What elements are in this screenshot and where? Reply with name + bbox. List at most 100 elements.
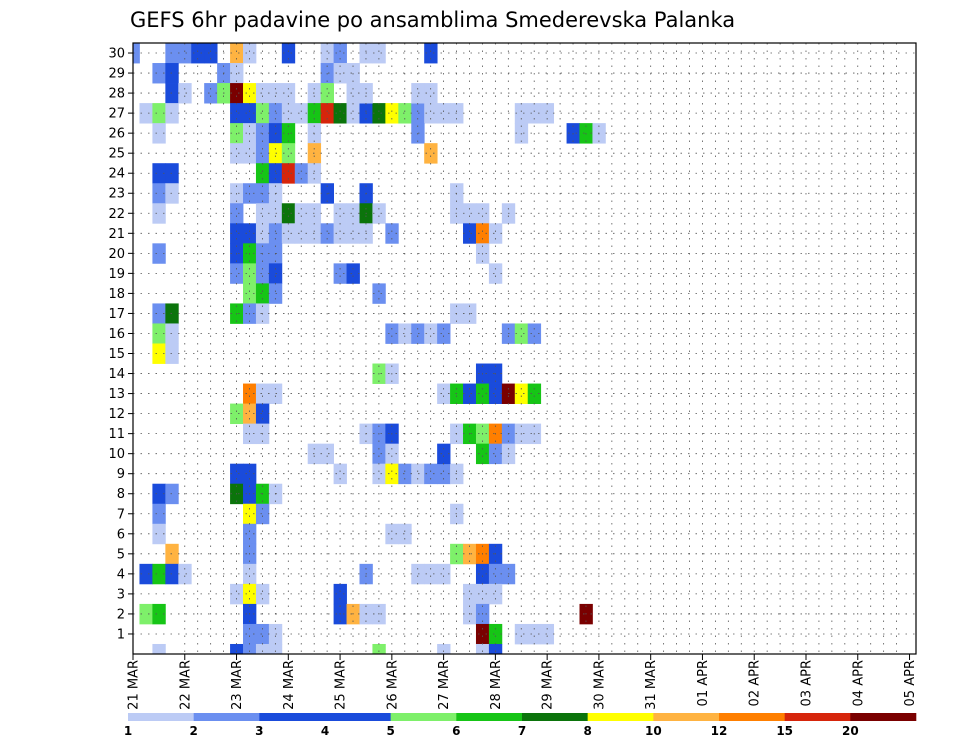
- heatmap-cell: [527, 383, 542, 404]
- heatmap-cell: [255, 403, 270, 425]
- heatmap-cell: [152, 523, 166, 545]
- heatmap-cell: [152, 103, 166, 124]
- heatmap-cell: [178, 83, 192, 104]
- heatmap-cell: [243, 263, 257, 284]
- heatmap-cell: [152, 243, 166, 264]
- heatmap-cell: [398, 103, 412, 124]
- y-tick-label: 10: [108, 447, 125, 462]
- heatmap-cell: [255, 263, 270, 284]
- y-tick-label: 29: [108, 67, 125, 82]
- heatmap-cell: [165, 163, 179, 184]
- colorbar-label: 15: [776, 724, 793, 738]
- x-tick-label: 02 APR: [748, 660, 763, 706]
- heatmap-cell: [385, 463, 399, 485]
- colorbar-swatch: [259, 713, 326, 721]
- heatmap-cell: [320, 223, 334, 244]
- x-tick-label: 24 MAR: [282, 660, 297, 710]
- heatmap-cell: [255, 223, 270, 244]
- heatmap-cell: [165, 483, 179, 505]
- heatmap-cell: [527, 103, 542, 124]
- heatmap-cell: [178, 43, 192, 64]
- heatmap-cell: [230, 43, 244, 64]
- heatmap-cell: [333, 43, 347, 64]
- y-axis-ticks: 1234567891011121314151617181920212223242…: [108, 47, 133, 642]
- x-tick-label: 26 MAR: [385, 660, 400, 710]
- heatmap-cell: [398, 463, 412, 485]
- heatmap-cell: [463, 583, 477, 605]
- heatmap-cell: [152, 163, 166, 184]
- colorbar-swatch: [325, 713, 391, 721]
- heatmap-cell: [165, 63, 179, 84]
- heatmap-cell: [294, 163, 309, 184]
- colorbar-label: 7: [518, 724, 526, 738]
- heatmap-cell: [255, 503, 270, 525]
- heatmap-cell: [230, 223, 244, 244]
- heatmap-cell: [372, 103, 386, 124]
- heatmap-cell: [133, 43, 140, 64]
- heatmap-cell: [527, 323, 542, 344]
- colorbar-swatch: [850, 713, 917, 721]
- heatmap-cell: [333, 223, 347, 244]
- heatmap-cell: [281, 203, 296, 224]
- x-tick-label: 23 MAR: [230, 660, 245, 710]
- heatmap-cell: [255, 203, 270, 224]
- x-tick-label: 01 APR: [696, 660, 711, 706]
- heatmap-cell: [255, 623, 270, 645]
- x-tick-label: 27 MAR: [437, 660, 452, 710]
- heatmap-cell: [527, 623, 542, 645]
- heatmap-cell: [372, 463, 386, 485]
- heatmap-cell: [152, 63, 166, 84]
- colorbar-label: 8: [583, 724, 591, 738]
- x-tick-label: 22 MAR: [178, 660, 193, 710]
- x-tick-label: 29 MAR: [541, 660, 556, 710]
- colorbar-swatch: [193, 713, 260, 721]
- heatmap-cell: [152, 603, 166, 625]
- heatmap-cell: [475, 443, 490, 465]
- heatmap-cell: [294, 203, 309, 224]
- heatmap-cell: [165, 343, 179, 364]
- heatmap-cell: [488, 263, 503, 284]
- heatmap-cell: [385, 323, 399, 344]
- y-tick-label: 12: [108, 407, 125, 422]
- heatmap-cell: [152, 123, 166, 144]
- heatmap-cell: [204, 83, 218, 104]
- y-tick-label: 21: [108, 227, 125, 242]
- heatmap-cell: [152, 203, 166, 224]
- heatmap-cell: [243, 223, 257, 244]
- heatmap-cell: [398, 523, 412, 545]
- chart-title: GEFS 6hr padavine po ansamblima Smederev…: [130, 8, 735, 32]
- heatmap-cell: [346, 103, 360, 124]
- x-tick-label: 03 APR: [799, 660, 814, 706]
- heatmap-cell: [243, 83, 257, 104]
- heatmap-cell: [346, 263, 360, 284]
- y-tick-label: 22: [108, 207, 125, 222]
- heatmap-cell: [255, 143, 270, 164]
- heatmap-cell: [514, 623, 529, 645]
- heatmap-cell: [320, 43, 334, 64]
- heatmap-cell: [411, 323, 425, 344]
- heatmap-cell: [540, 623, 555, 645]
- heatmap-cell: [514, 323, 529, 344]
- heatmap-cell: [281, 83, 296, 104]
- heatmap-cell: [475, 223, 490, 244]
- heatmap-cell: [424, 563, 438, 585]
- heatmap-cell: [437, 383, 451, 404]
- heatmap-cell: [243, 463, 257, 485]
- heatmap-cell: [424, 43, 438, 64]
- heatmap-cell: [475, 623, 490, 645]
- y-tick-label: 20: [108, 247, 125, 262]
- heatmap-cell: [165, 303, 179, 324]
- heatmap-cell: [540, 103, 555, 124]
- heatmap-cell: [165, 543, 179, 565]
- heatmap-cell: [333, 203, 347, 224]
- heatmap-cell: [488, 223, 503, 244]
- y-tick-label: 13: [108, 387, 125, 402]
- y-tick-label: 17: [108, 307, 125, 322]
- heatmap-cell: [424, 323, 438, 344]
- y-tick-label: 6: [117, 527, 125, 542]
- heatmap-cell: [243, 643, 257, 655]
- x-tick-label: 25 MAR: [334, 660, 349, 710]
- heatmap-cell: [411, 103, 425, 124]
- heatmap-cell: [191, 43, 205, 64]
